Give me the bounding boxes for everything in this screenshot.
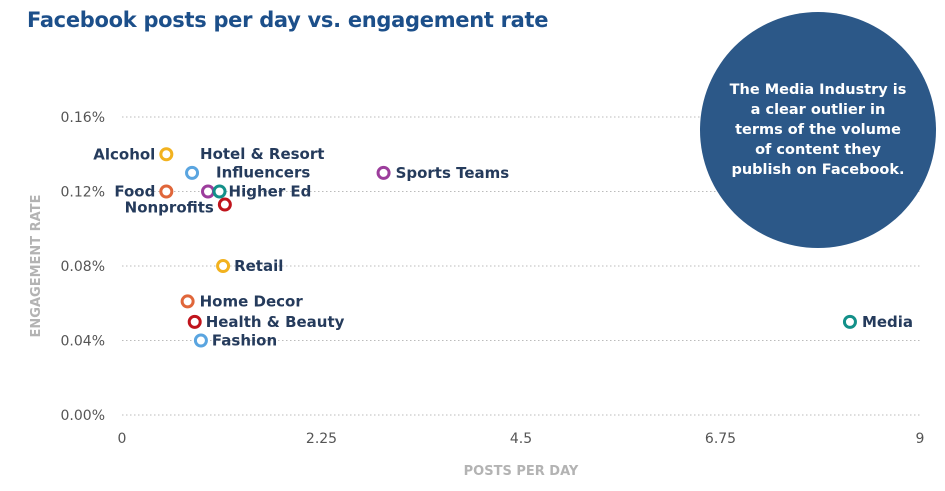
x-tick-label: 6.75 <box>705 431 736 447</box>
y-axis-label: ENGAGEMENT RATE <box>29 195 44 338</box>
x-tick-label: 9 <box>916 431 925 447</box>
data-point <box>217 197 232 212</box>
y-tick-label: 0.08% <box>61 259 105 275</box>
y-tick-label: 0.12% <box>61 185 105 201</box>
point-label: Health & Beauty <box>206 313 345 331</box>
x-tick-label: 0 <box>118 431 127 447</box>
data-point <box>842 314 857 329</box>
y-tick-label: 0.00% <box>61 408 105 424</box>
data-point <box>193 333 208 348</box>
point-label: Sports Teams <box>396 164 510 182</box>
point-label: Fashion <box>212 332 277 350</box>
y-tick-label: 0.16% <box>61 110 105 126</box>
data-point <box>159 184 174 199</box>
data-point <box>376 165 391 180</box>
y-tick-label: 0.04% <box>61 334 105 350</box>
data-point <box>185 165 200 180</box>
point-label: Home Decor <box>200 292 304 310</box>
data-point <box>180 294 195 309</box>
x-axis-label: POSTS PER DAY <box>464 464 579 479</box>
data-point <box>187 314 202 329</box>
x-tick-label: 2.25 <box>306 431 337 447</box>
point-label: Hotel & Resort <box>200 145 324 163</box>
point-label: Media <box>862 313 913 331</box>
data-point <box>216 259 231 273</box>
point-label: Retail <box>234 257 283 275</box>
data-point <box>201 184 216 199</box>
point-label: Food <box>114 183 155 201</box>
x-tick-label: 4.5 <box>510 431 532 447</box>
annotation-bubble: The Media Industry is a clear outlier in… <box>700 12 936 248</box>
point-label: Higher Ed <box>229 183 312 201</box>
annotation-text: The Media Industry is a clear outlier in… <box>729 82 907 178</box>
point-label: Nonprofits <box>125 199 214 217</box>
point-label: Alcohol <box>93 145 155 163</box>
data-point <box>212 184 227 199</box>
point-label: Influencers <box>216 164 310 182</box>
data-point <box>159 147 174 162</box>
chart-title: Facebook posts per day vs. engagement ra… <box>27 8 549 32</box>
